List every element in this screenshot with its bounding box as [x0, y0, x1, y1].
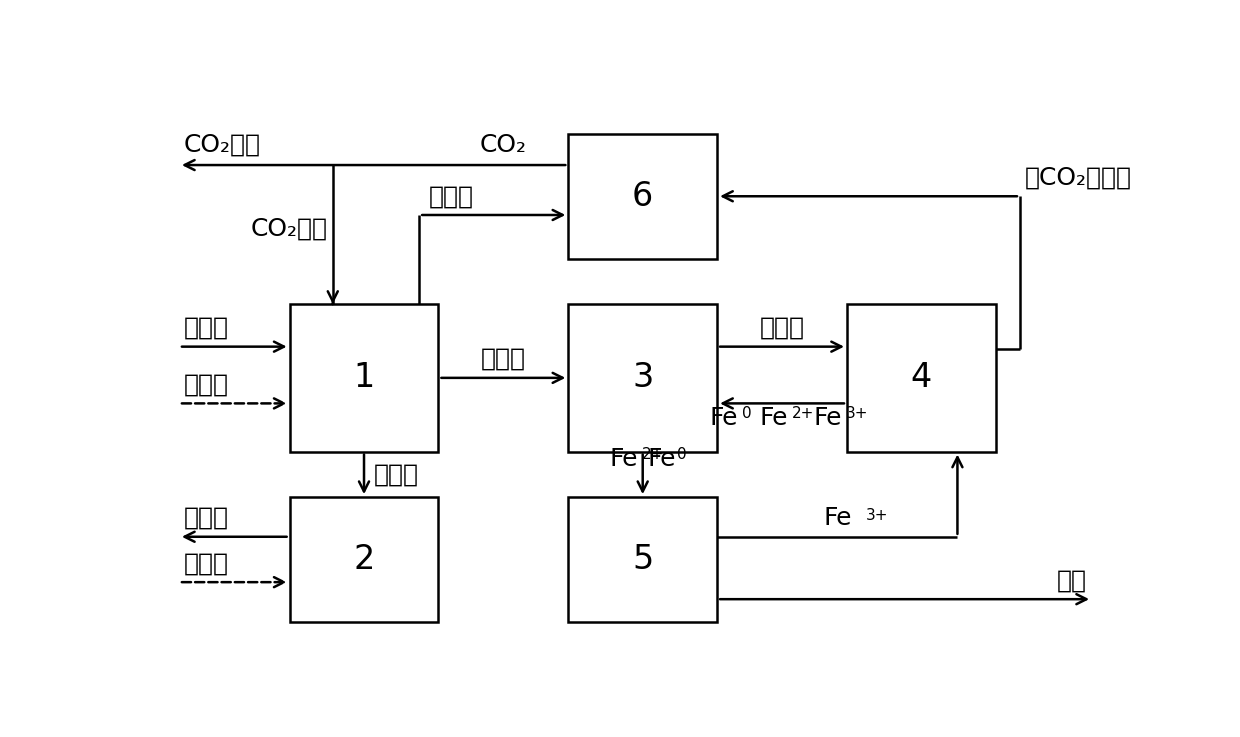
Text: 3: 3: [632, 361, 653, 394]
Text: 生物炭: 生物炭: [373, 462, 419, 486]
Text: 0: 0: [677, 447, 687, 462]
Bar: [290, 304, 439, 452]
Bar: [847, 304, 996, 452]
Text: 1: 1: [353, 361, 374, 394]
Text: 太阳能: 太阳能: [184, 551, 229, 576]
Text: CO₂捕集: CO₂捕集: [184, 133, 260, 156]
Text: 5: 5: [632, 543, 653, 576]
Text: 3+: 3+: [846, 406, 868, 422]
Text: 太阳能: 太阳能: [184, 373, 229, 397]
Text: 3+: 3+: [866, 508, 889, 523]
Bar: [568, 304, 717, 452]
Text: Fe: Fe: [823, 506, 852, 530]
Bar: [568, 134, 717, 259]
Text: 合成气: 合成气: [481, 347, 526, 371]
Text: 生物炭: 生物炭: [429, 184, 474, 208]
Text: 合成气: 合成气: [760, 316, 805, 340]
Text: 2: 2: [353, 543, 374, 576]
Text: 生物质: 生物质: [184, 316, 229, 340]
Text: 0: 0: [742, 406, 751, 422]
Bar: [290, 497, 439, 622]
Text: Fe: Fe: [760, 406, 789, 430]
Text: 2+: 2+: [791, 406, 813, 422]
Text: 石墨烯: 石墨烯: [184, 506, 229, 530]
Text: CO₂还原: CO₂还原: [250, 217, 327, 241]
Text: CO₂: CO₂: [480, 133, 527, 156]
Bar: [568, 497, 717, 622]
Text: Fe: Fe: [711, 406, 739, 430]
Text: Fe: Fe: [647, 447, 676, 472]
Text: Fe: Fe: [609, 447, 637, 472]
Text: 氢气: 氢气: [1058, 568, 1087, 593]
Text: Fe: Fe: [813, 406, 842, 430]
Text: 4: 4: [910, 361, 932, 394]
Text: 富CO₂合成气: 富CO₂合成气: [1024, 165, 1132, 189]
Text: 2+: 2+: [642, 447, 665, 462]
Text: 6: 6: [632, 180, 653, 213]
